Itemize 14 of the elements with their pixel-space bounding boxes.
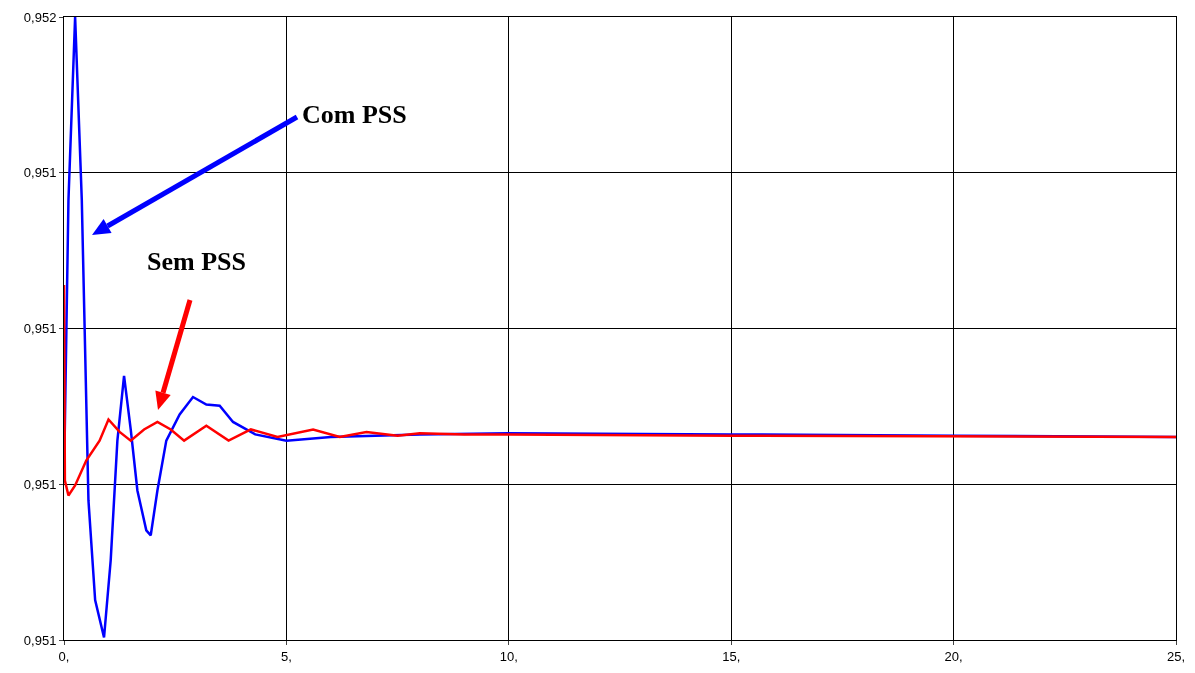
y-tick-label: 0,952 xyxy=(23,9,57,25)
x-tick-label: 15, xyxy=(722,648,741,664)
x-tick-label: 20, xyxy=(944,648,963,664)
y-tick-label: 0,951 xyxy=(23,165,57,181)
y-tick-label: 0,951 xyxy=(23,632,57,648)
annotation: Com PSS xyxy=(302,100,407,129)
line-series xyxy=(64,283,1176,497)
y-tick-label: 0,951 xyxy=(23,476,57,492)
annotation: Sem PSS xyxy=(147,247,246,276)
x-tick-label: 0, xyxy=(58,648,70,664)
x-tick-label: 25, xyxy=(1166,648,1186,664)
x-tick-label: 10, xyxy=(499,648,518,664)
y-tick-label: 0,951 xyxy=(23,321,57,337)
x-tick-label: 5, xyxy=(280,648,292,664)
